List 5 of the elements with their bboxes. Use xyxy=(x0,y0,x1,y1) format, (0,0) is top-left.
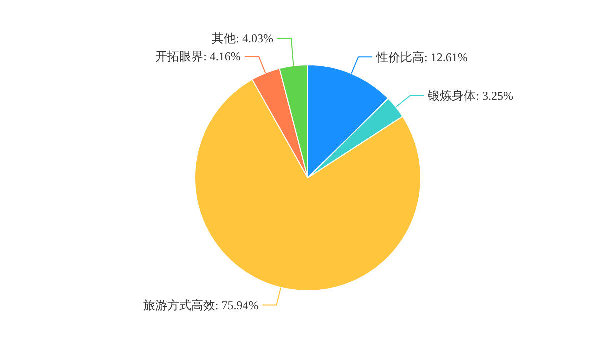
slice-label: 开拓眼界: 4.16% xyxy=(156,50,241,64)
slice-label: 旅游方式高效: 75.94% xyxy=(143,298,259,312)
slice-label: 性价比高: 12.61% xyxy=(376,50,468,64)
slice-label: 其他: 4.03% xyxy=(212,32,274,46)
slice-label: 锻炼身体: 3.25% xyxy=(427,89,514,104)
